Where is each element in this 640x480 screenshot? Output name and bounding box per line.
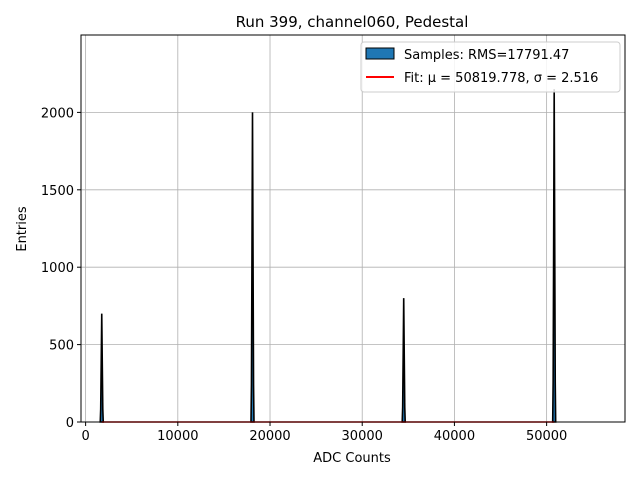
axes-frame [80,34,626,423]
x-tick-label: 30000 [342,429,383,444]
histogram-peak-2 [401,298,407,423]
legend-label-samples: Samples: RMS=17791.47 [404,48,569,63]
histogram-peak-3 [551,89,557,423]
x-tick-label: 50000 [526,429,567,444]
y-tick-label: 2000 [41,106,74,121]
legend-box [360,41,621,93]
y-tick-label: 1500 [41,184,74,199]
histogram-peak-1 [250,112,255,423]
grid [81,35,625,423]
x-tick-label: 0 [81,429,89,444]
chart-title: Run 399, channel060, Pedestal [236,13,469,31]
x-tick-label: 20000 [249,429,290,444]
histogram-bars [99,89,557,423]
legend-label-fit: Fit: μ = 50819.778, σ = 2.516 [404,71,598,86]
histogram-peak-0 [99,313,105,423]
y-tick-label: 0 [66,416,74,431]
x-tick-label: 40000 [434,429,475,444]
axis-ticks: 0 10000 20000 30000 40000 50000 0 500 1000 1500 20… [41,106,567,444]
legend-swatch-samples [365,47,395,60]
x-axis-label: ADC Counts [313,451,391,466]
y-axis-label: Entries [15,206,30,252]
x-tick-label: 10000 [157,429,198,444]
y-tick-label: 1000 [41,261,74,276]
legend: Samples: RMS=17791.47 Fit: μ = 50819.778… [360,41,621,93]
y-tick-label: 500 [49,339,74,354]
